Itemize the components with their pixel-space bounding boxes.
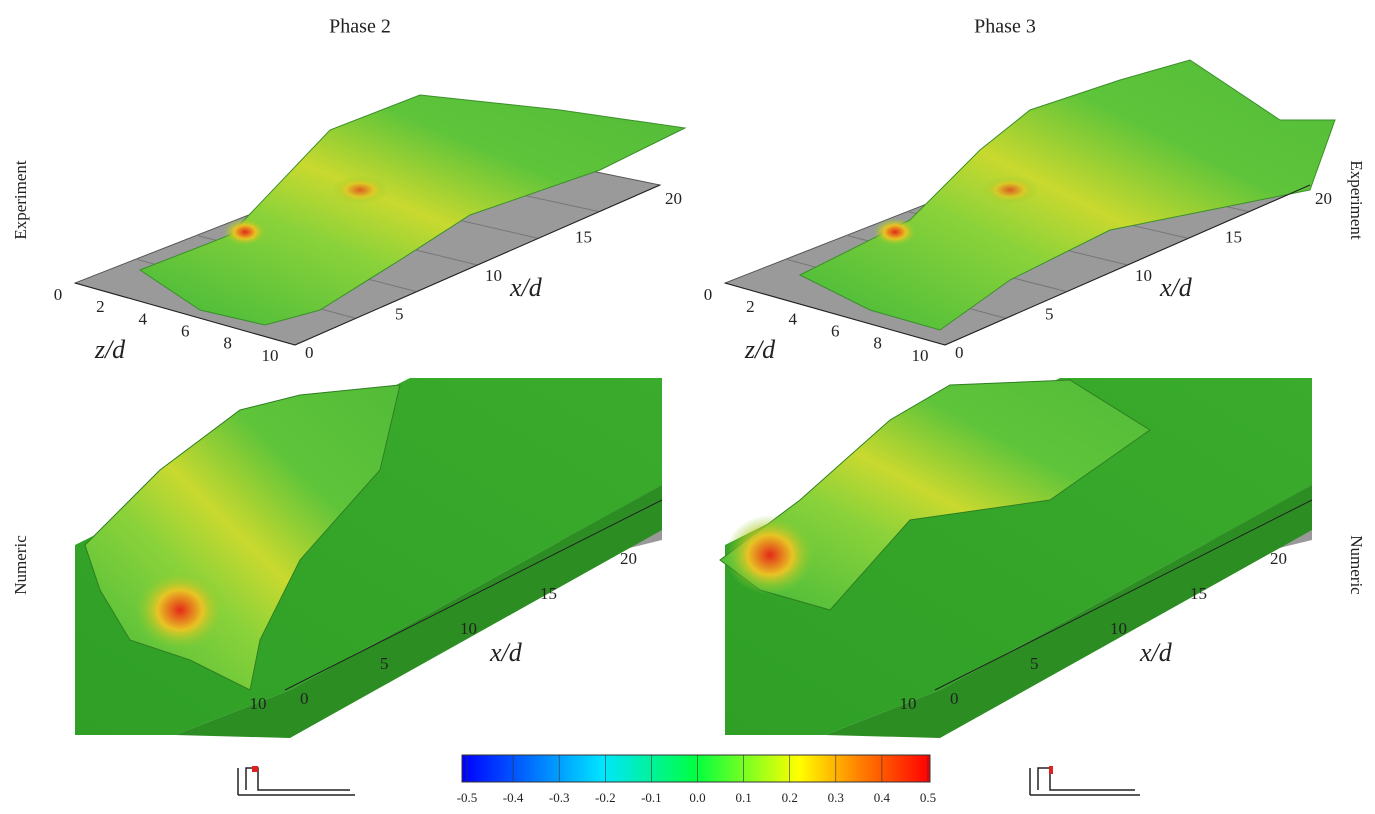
x-tick-label: 0 [955, 343, 964, 362]
inset-marker [1049, 766, 1053, 774]
axis [284, 499, 663, 691]
z-tick-label: 8 [873, 334, 882, 353]
colorbar [461, 754, 931, 783]
row-label: Numeric [1347, 535, 1366, 595]
iso-surface [138, 94, 687, 326]
panel: 0 5 10 15 20 10 x/d [719, 378, 1313, 738]
colorbar-tick-label: 0.4 [874, 790, 891, 805]
x-tick-label: 5 [1030, 654, 1039, 673]
x-tick-label: 10 [1135, 266, 1152, 285]
x-tick-label: 20 [1315, 189, 1332, 208]
panels: 0 5 10 15 20 0 2 4 6 8 10 x/d z/d 0 5 10 15 20 0 2 4 6 8 10 x/d z… [54, 59, 1336, 738]
z-tick-label: 2 [96, 297, 105, 316]
colorbar-tick-label: -0.2 [595, 790, 616, 805]
axis [724, 282, 946, 346]
panel: 0 5 10 15 20 0 2 4 6 8 10 x/d z/d [54, 94, 687, 365]
iso-surface [798, 59, 1336, 331]
hot-spot [332, 176, 388, 204]
colorbar-tick-label: -0.4 [503, 790, 524, 805]
inset-marker [252, 766, 258, 772]
z-tick-label: 10 [912, 346, 929, 365]
x-tick-label: 10 [485, 266, 502, 285]
x-tick-label: 15 [540, 584, 557, 603]
z-axis-label: z/d [94, 335, 126, 364]
axis [74, 282, 296, 346]
z-tick-label: 8 [223, 334, 232, 353]
hot-spot [982, 176, 1038, 204]
colorbar-tick-label: -0.1 [641, 790, 662, 805]
column-title: Phase 2 [329, 16, 391, 38]
z-tick-label: 10 [900, 694, 917, 713]
z-tick-label: 6 [181, 322, 190, 341]
vortex-region [719, 379, 1151, 611]
x-tick-label: 20 [620, 549, 637, 568]
colorbar-tick-label: 0.2 [782, 790, 798, 805]
z-tick-label: 10 [250, 694, 267, 713]
z-tick-label: 2 [746, 297, 755, 316]
panel: 0 5 10 15 20 0 2 4 6 8 10 x/d z/d [704, 59, 1336, 365]
x-axis-label: x/d [509, 273, 543, 302]
colorbar-tick-label: -0.5 [457, 790, 478, 805]
x-tick-label: 10 [460, 619, 477, 638]
x-tick-label: 0 [305, 343, 314, 362]
colorbar-tick-label: -0.3 [549, 790, 570, 805]
z-tick-label: 4 [139, 309, 148, 328]
z-tick-label: 0 [54, 285, 63, 304]
row-label: Experiment [1347, 160, 1366, 240]
axis [934, 499, 1313, 691]
x-tick-label: 5 [395, 304, 404, 323]
x-tick-label: 0 [950, 689, 959, 708]
panel: 0 5 10 15 20 10 x/d [75, 378, 663, 738]
colorbar-tick-label: 0.0 [689, 790, 705, 805]
x-tick-label: 20 [1270, 549, 1287, 568]
x-axis-label: x/d [489, 638, 523, 667]
row-label: Experiment [11, 160, 30, 240]
x-tick-label: 20 [665, 189, 682, 208]
x-axis-label: x/d [1139, 638, 1173, 667]
row-label: Numeric [11, 535, 30, 595]
x-tick-label: 5 [380, 654, 389, 673]
colorbar-tick-label: 0.5 [920, 790, 936, 805]
z-tick-label: 4 [789, 309, 798, 328]
z-tick-label: 0 [704, 285, 713, 304]
x-tick-label: 5 [1045, 304, 1054, 323]
z-tick-label: 10 [262, 346, 279, 365]
hot-spot [873, 218, 917, 246]
x-tick-label: 15 [1190, 584, 1207, 603]
axis [944, 184, 1311, 346]
hot-spot [223, 218, 267, 246]
z-tick-label: 6 [831, 322, 840, 341]
x-axis-label: x/d [1159, 273, 1193, 302]
x-tick-label: 0 [300, 689, 309, 708]
colorbar-tick-label: 0.3 [828, 790, 844, 805]
x-tick-label: 15 [575, 227, 592, 246]
hot-spot [725, 515, 815, 595]
z-axis-label: z/d [744, 335, 776, 364]
hot-spot [135, 570, 225, 650]
colorbar-tick-label: 0.1 [735, 790, 751, 805]
axis [294, 184, 661, 346]
x-tick-label: 15 [1225, 227, 1242, 246]
floor [725, 378, 1312, 735]
column-title: Phase 3 [974, 16, 1036, 38]
x-tick-label: 10 [1110, 619, 1127, 638]
